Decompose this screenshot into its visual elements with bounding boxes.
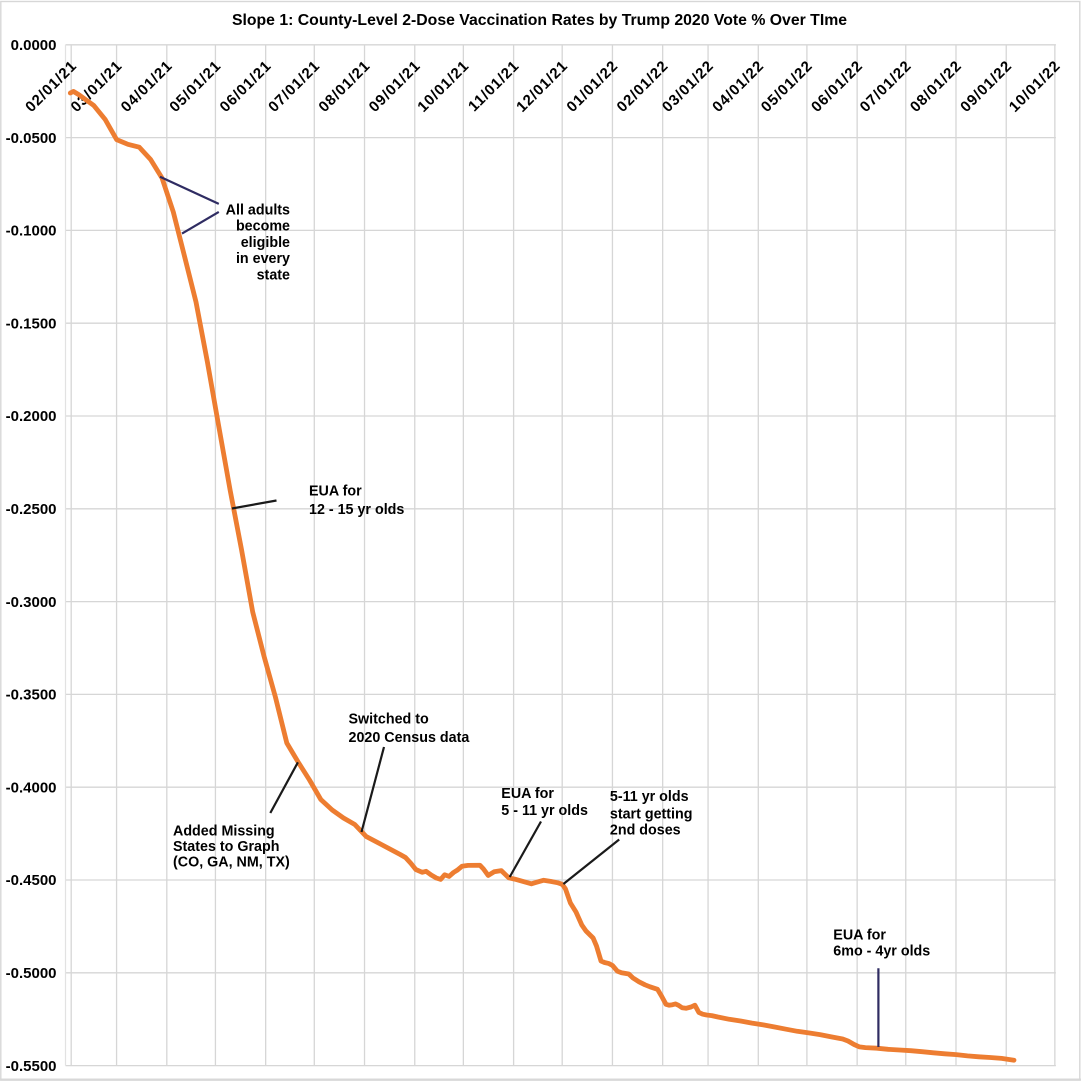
- svg-text:Added Missing: Added Missing: [173, 824, 275, 840]
- svg-text:become: become: [236, 219, 290, 235]
- svg-text:-0.5000: -0.5000: [6, 965, 57, 982]
- svg-text:2020 Census data: 2020 Census data: [349, 730, 471, 746]
- svg-text:Slope 1: County-Level 2-Dose V: Slope 1: County-Level 2-Dose Vaccination…: [232, 12, 847, 29]
- svg-text:-0.3500: -0.3500: [6, 687, 57, 704]
- svg-text:EUA for: EUA for: [501, 786, 554, 802]
- svg-text:-0.4500: -0.4500: [6, 872, 57, 889]
- svg-text:5-11 yr olds: 5-11 yr olds: [610, 789, 689, 805]
- svg-text:(CO, GA, NM, TX): (CO, GA, NM, TX): [173, 855, 290, 871]
- svg-text:Switched to: Switched to: [349, 712, 429, 728]
- svg-text:-0.1500: -0.1500: [6, 315, 57, 332]
- svg-text:in every: in every: [236, 251, 290, 267]
- svg-text:All adults: All adults: [226, 202, 290, 218]
- svg-text:EUA for: EUA for: [833, 927, 886, 943]
- svg-text:-0.0500: -0.0500: [6, 130, 57, 147]
- svg-text:6mo - 4yr olds: 6mo - 4yr olds: [833, 944, 930, 960]
- svg-text:-0.5500: -0.5500: [6, 1058, 57, 1075]
- svg-text:States to Graph: States to Graph: [173, 839, 279, 855]
- svg-text:2nd doses: 2nd doses: [610, 823, 681, 839]
- svg-text:state: state: [257, 268, 290, 284]
- svg-text:EUA for: EUA for: [309, 483, 362, 499]
- svg-text:0.0000: 0.0000: [11, 37, 57, 54]
- svg-text:-0.1000: -0.1000: [6, 223, 57, 240]
- svg-text:12 - 15 yr olds: 12 - 15 yr olds: [309, 502, 404, 518]
- svg-text:-0.3000: -0.3000: [6, 594, 57, 611]
- svg-text:-0.2000: -0.2000: [6, 408, 57, 425]
- svg-text:eligible: eligible: [241, 235, 290, 251]
- svg-text:start getting: start getting: [610, 806, 693, 822]
- svg-text:-0.2500: -0.2500: [6, 501, 57, 518]
- svg-text:5 - 11 yr olds: 5 - 11 yr olds: [501, 803, 588, 819]
- svg-text:-0.4000: -0.4000: [6, 779, 57, 796]
